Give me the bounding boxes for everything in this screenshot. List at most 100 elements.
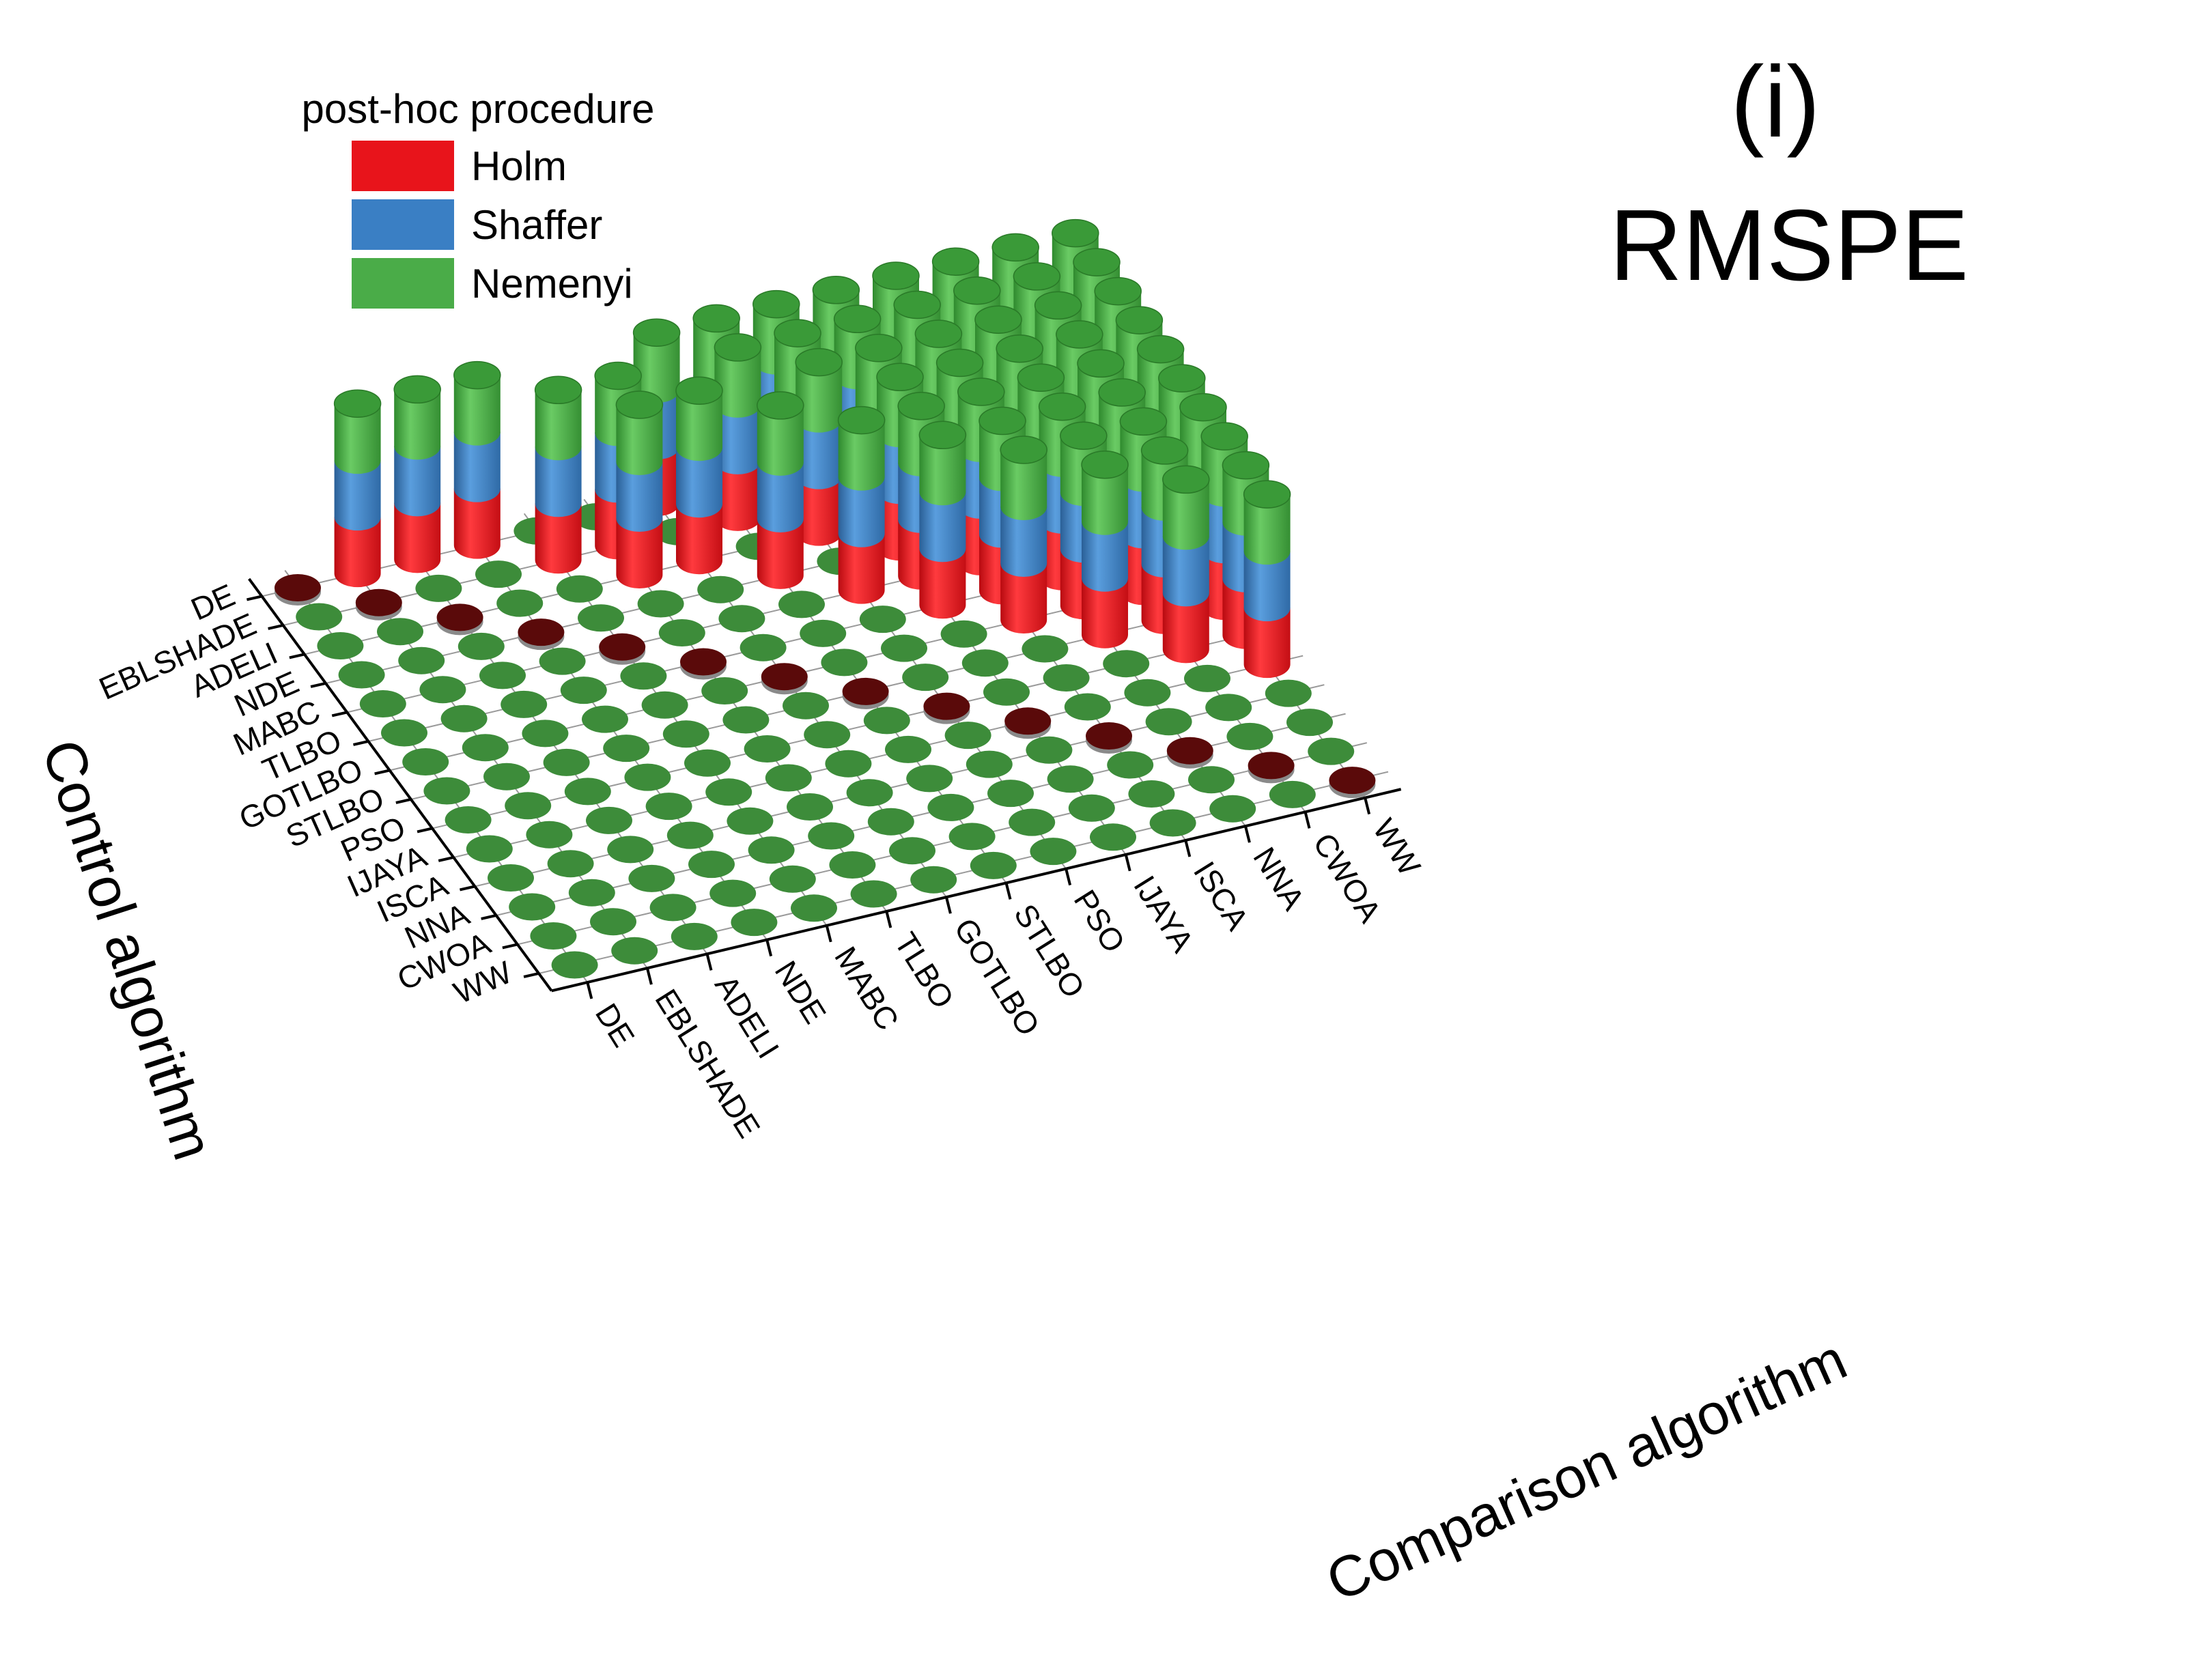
zero-marker xyxy=(863,707,910,735)
bar-cap xyxy=(1013,262,1061,291)
zero-marker xyxy=(1022,635,1069,663)
zero-marker xyxy=(688,851,735,879)
zero-marker xyxy=(1308,737,1355,765)
x-tick-label: WW xyxy=(1366,812,1428,882)
bar-cap xyxy=(1140,436,1189,465)
zero-marker xyxy=(649,894,696,922)
bar-cap xyxy=(837,405,886,435)
legend-label-shaffer: Shaffer xyxy=(471,202,602,248)
bar-segment-nemenyi xyxy=(334,403,381,474)
bar-segment-holm xyxy=(1000,563,1047,633)
zero-marker xyxy=(948,823,996,851)
bar-segment-shaffer xyxy=(1162,536,1209,607)
zero-marker xyxy=(666,821,714,849)
zero-marker xyxy=(415,574,462,602)
bar-segment-shaffer xyxy=(1082,521,1128,592)
zero-marker xyxy=(1145,708,1192,736)
zero-marker xyxy=(641,691,688,719)
y-tick xyxy=(374,769,391,775)
bar-segment-holm xyxy=(919,548,966,619)
bar-cap xyxy=(1158,364,1206,393)
zero-marker xyxy=(1030,838,1077,866)
y-axis-title: Control algorithm xyxy=(30,732,226,1167)
zero-marker xyxy=(551,951,598,979)
panel-label: (i) xyxy=(1730,46,1820,158)
zero-marker xyxy=(705,778,752,806)
bar-cap xyxy=(333,389,382,418)
legend: post-hoc procedure Holm Shaffer Nemenyi xyxy=(302,86,654,309)
bar-cap xyxy=(1115,306,1164,334)
zero-marker xyxy=(526,821,573,849)
bar-cap xyxy=(632,318,681,347)
bar-cap xyxy=(675,376,723,405)
zero-marker xyxy=(296,603,343,631)
zero-marker xyxy=(398,646,445,674)
zero-marker xyxy=(586,806,632,834)
zero-marker xyxy=(624,763,671,791)
diagonal-marker xyxy=(518,618,565,646)
zero-marker xyxy=(740,633,787,661)
zero-marker xyxy=(543,748,590,776)
bar-cap xyxy=(1098,378,1146,407)
bar-cap xyxy=(893,290,941,319)
bar-segment-shaffer xyxy=(1000,507,1047,577)
zero-marker xyxy=(850,880,897,908)
bar-cap xyxy=(957,378,1005,406)
zero-marker xyxy=(885,735,931,763)
bar-cap xyxy=(812,276,860,304)
zero-marker xyxy=(1103,650,1150,678)
zero-marker xyxy=(1124,679,1171,707)
zero-marker xyxy=(944,722,991,750)
zero-marker xyxy=(701,677,748,704)
bar-segment-shaffer xyxy=(453,431,501,502)
bar-segment-holm xyxy=(676,504,722,575)
stacked-bar xyxy=(714,333,762,531)
zero-marker xyxy=(1205,694,1252,722)
bar-cap xyxy=(774,319,821,347)
x-tick xyxy=(1004,882,1012,900)
bar-segment-nemenyi xyxy=(535,390,582,461)
zero-marker xyxy=(564,778,611,806)
zero-marker xyxy=(671,922,718,950)
bar-cap xyxy=(914,319,963,348)
x-tick-label: ISCA xyxy=(1187,855,1256,937)
zero-marker xyxy=(970,851,1017,879)
zero-marker xyxy=(829,851,876,879)
zero-marker xyxy=(1269,780,1316,808)
zero-marker xyxy=(1128,780,1175,808)
bar-cap xyxy=(1243,480,1291,509)
zero-marker xyxy=(1184,664,1230,692)
bar-cap xyxy=(1038,392,1086,421)
zero-marker xyxy=(787,793,833,821)
bar-segment-nemenyi xyxy=(796,362,843,433)
zero-marker xyxy=(501,690,548,718)
diagonal-marker xyxy=(1166,737,1213,765)
x-tick xyxy=(1065,868,1072,886)
bar-cap xyxy=(1179,393,1227,422)
diagonal-marker xyxy=(842,677,889,705)
zero-marker xyxy=(1286,709,1333,737)
y-tick xyxy=(268,624,284,630)
zero-marker xyxy=(748,836,795,864)
zero-marker xyxy=(778,590,825,618)
stacked-bar xyxy=(615,390,664,589)
diagonal-marker xyxy=(923,692,970,720)
zero-marker xyxy=(505,792,552,820)
zero-marker xyxy=(1188,766,1235,794)
diagonal-marker xyxy=(599,633,646,661)
legend-swatch-shaffer xyxy=(352,199,454,250)
bar-segment-shaffer xyxy=(919,492,966,563)
zero-marker xyxy=(821,649,868,677)
zero-marker xyxy=(889,837,935,865)
zero-marker xyxy=(846,779,893,807)
bar-cap xyxy=(393,375,441,404)
bars xyxy=(333,218,1291,679)
bar-segment-nemenyi xyxy=(1082,464,1128,535)
zero-marker xyxy=(645,793,692,821)
bar-segment-holm xyxy=(1162,593,1209,664)
bar-cap xyxy=(897,392,945,421)
x-tick xyxy=(765,939,773,957)
zero-marker xyxy=(582,705,628,733)
bar-segment-shaffer xyxy=(1243,551,1291,622)
bar-cap xyxy=(1017,363,1065,392)
